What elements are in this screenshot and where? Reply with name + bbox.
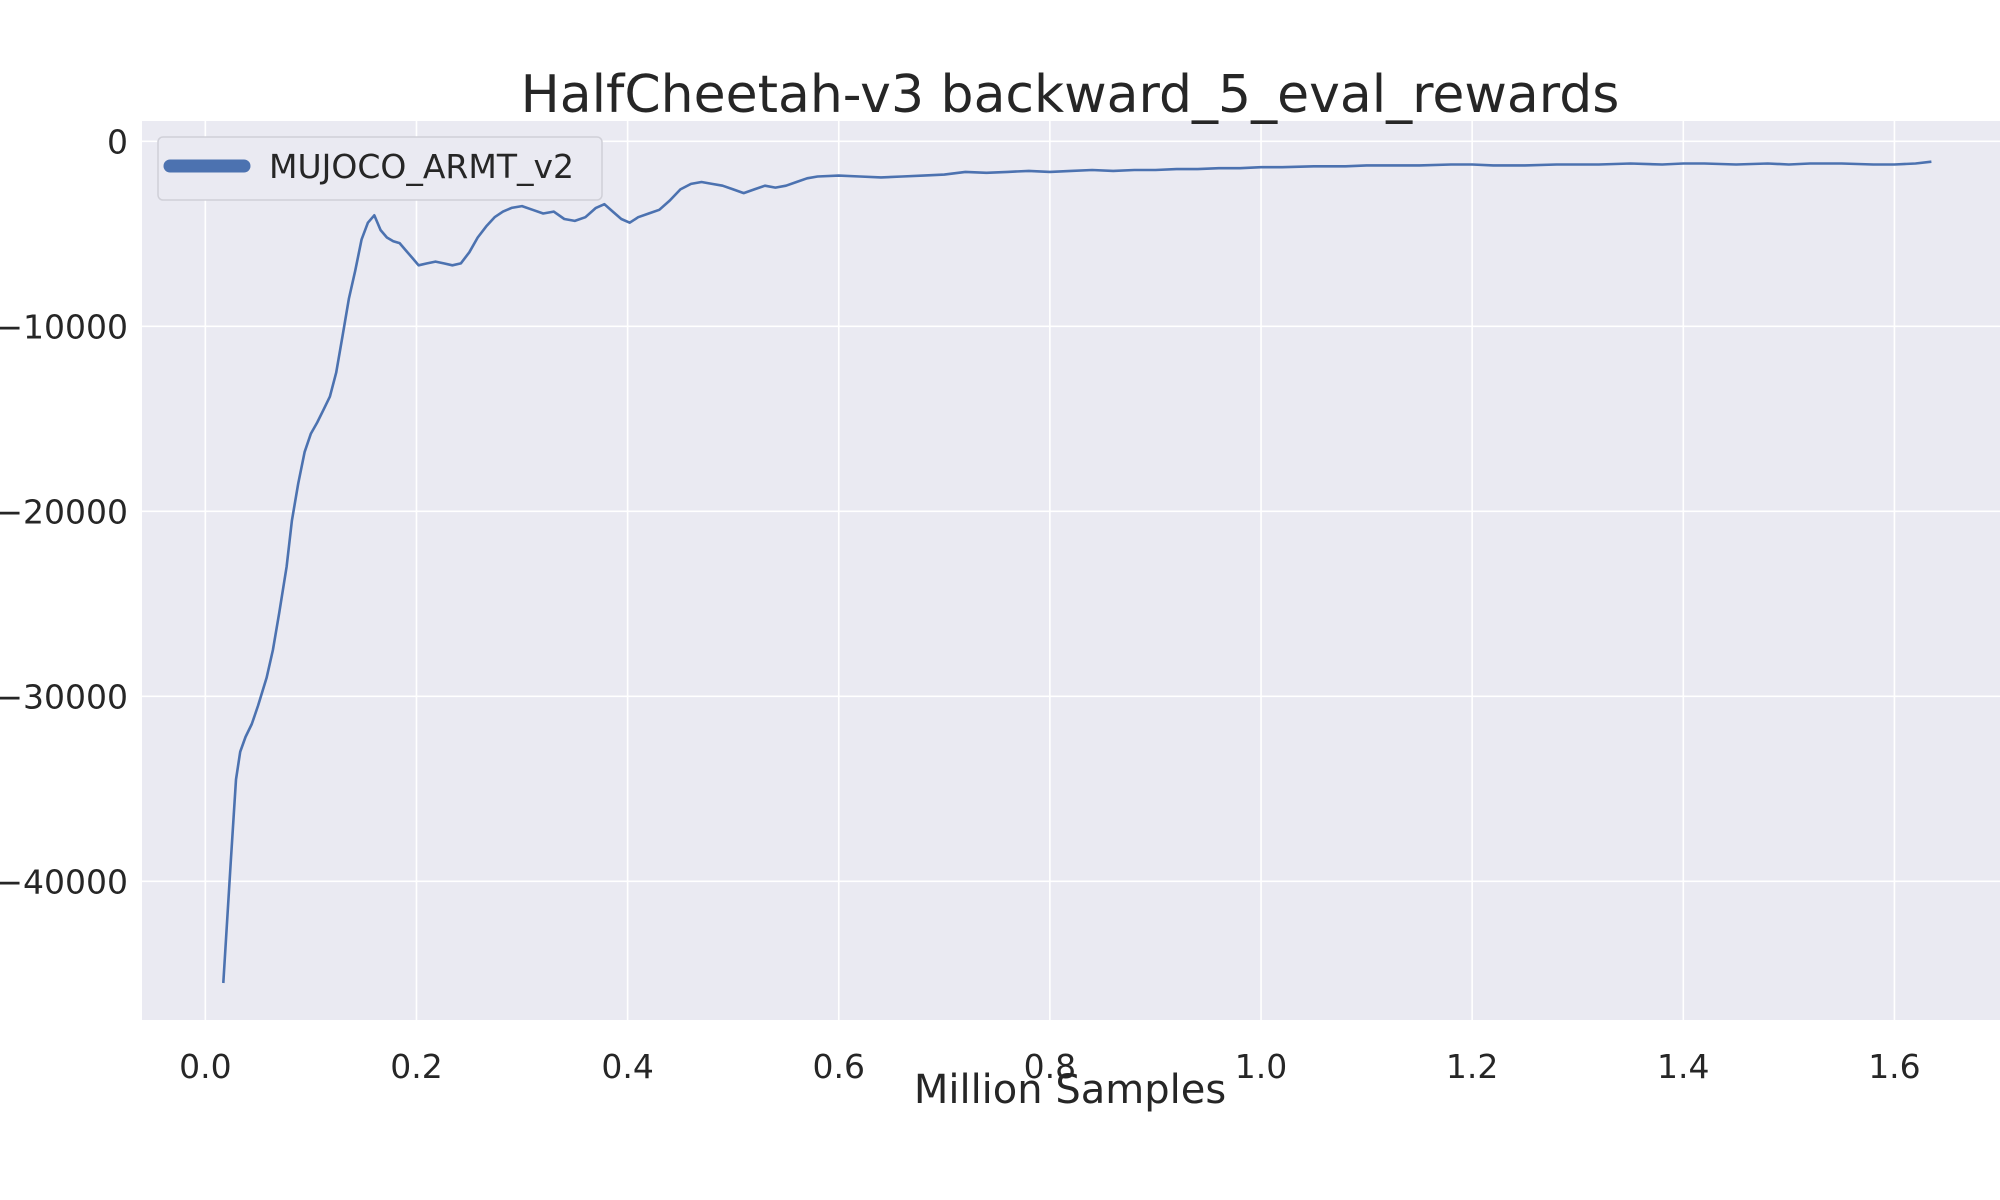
legend-label-mujoco-armt-v2: MUJOCO_ARMT_v2 xyxy=(269,147,574,186)
x-tick-label: 1.4 xyxy=(1657,1047,1709,1086)
y-axis-ticks: 0 −10000 −20000 −30000 −40000 xyxy=(0,122,128,901)
y-tick-label: −30000 xyxy=(0,677,128,716)
x-tick-label: 0.4 xyxy=(601,1047,653,1086)
x-tick-label: 1.0 xyxy=(1235,1047,1287,1086)
x-tick-label: 0.0 xyxy=(179,1047,231,1086)
x-tick-label: 1.6 xyxy=(1868,1047,1920,1086)
x-tick-label: 0.8 xyxy=(1024,1047,1076,1086)
x-tick-label: 0.6 xyxy=(813,1047,865,1086)
y-tick-label: −10000 xyxy=(0,307,128,346)
grid xyxy=(142,121,2000,1020)
x-tick-label: 1.2 xyxy=(1446,1047,1498,1086)
y-tick-label: −20000 xyxy=(0,492,128,531)
x-axis-label: Million Samples xyxy=(914,1067,1226,1113)
legend-box xyxy=(157,136,603,201)
plot-area xyxy=(142,121,2000,1020)
x-axis-ticks: 0.0 0.2 0.4 0.6 0.8 1.0 1.2 1.4 1.6 xyxy=(179,1047,1921,1086)
y-tick-label: −40000 xyxy=(0,862,128,901)
chart-title: HalfCheetah-v3 backward_5_eval_rewards xyxy=(521,65,1620,125)
x-tick-label: 0.2 xyxy=(390,1047,442,1086)
series-line-mujoco-armt-v2 xyxy=(222,160,1932,984)
y-tick-label: 0 xyxy=(107,122,128,161)
legend[interactable]: MUJOCO_ARMT_v2 xyxy=(157,136,603,201)
series-layer xyxy=(222,160,1932,984)
